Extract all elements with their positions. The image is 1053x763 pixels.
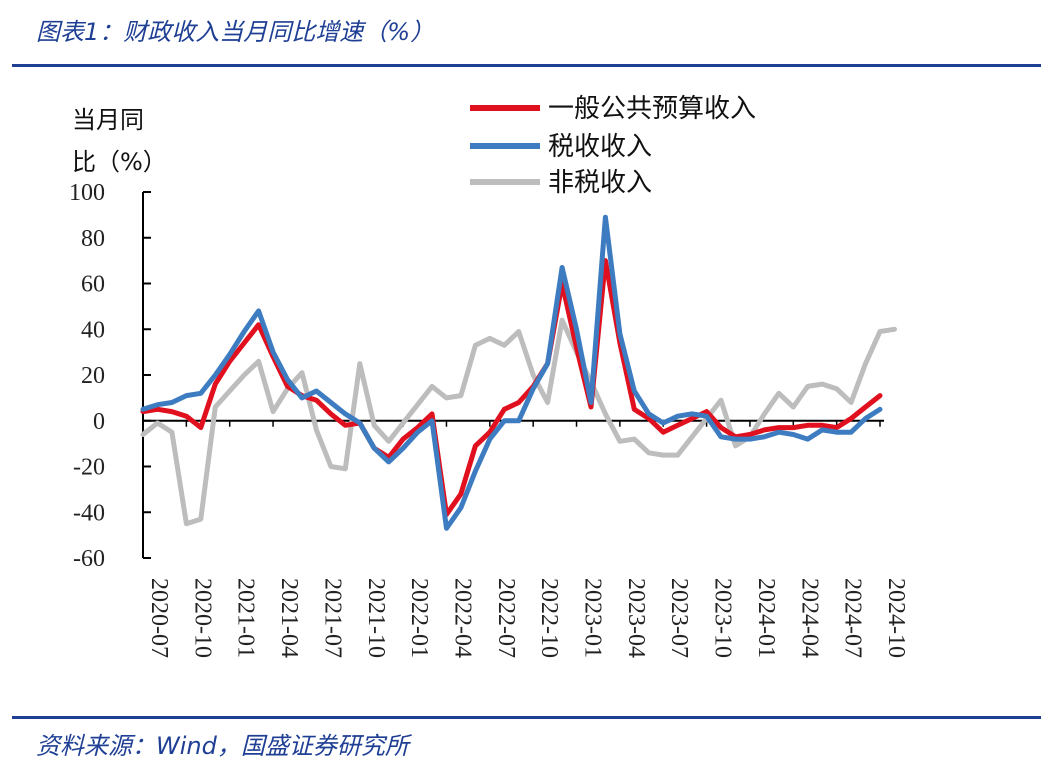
x-tick-label: 2020-10 — [189, 578, 215, 658]
x-tick-label: 2021-04 — [276, 578, 302, 658]
x-tick-label: 2024-04 — [796, 578, 822, 658]
title-divider — [12, 64, 1041, 67]
y-tick-label: 100 — [69, 180, 105, 206]
y-tick-label: -60 — [73, 546, 105, 572]
x-tick-label: 2024-07 — [840, 578, 866, 658]
y-tick-label: -20 — [73, 455, 105, 481]
y-tick-label: 20 — [81, 363, 105, 389]
x-tick-label: 2022-10 — [536, 578, 562, 658]
x-tick-label: 2021-07 — [319, 578, 345, 658]
y-tick-label: 60 — [81, 272, 105, 298]
x-tick-label: 2023-01 — [580, 578, 606, 658]
y-tick-label: 80 — [81, 226, 105, 252]
y-axis-label-line1: 当月同 — [72, 106, 144, 134]
x-tick-label: 2022-01 — [406, 578, 432, 658]
legend-label-3: 非税收入 — [548, 168, 652, 198]
x-tick-label: 2023-04 — [623, 578, 649, 658]
axes: 100 80 60 40 20 0 -20 -40 -60 2020-07 2020-10 2021-… — [69, 180, 909, 658]
series-line-1 — [140, 258, 883, 517]
series-lines — [140, 214, 897, 531]
source-divider — [12, 716, 1041, 719]
x-tick-label: 2024-10 — [883, 578, 909, 658]
x-tick-label: 2021-01 — [233, 578, 259, 658]
source-note: 资料来源：Wind，国盛证券研究所 — [36, 732, 409, 760]
y-tick-label: 40 — [81, 317, 105, 343]
x-tick-label: 2022-04 — [449, 578, 475, 658]
y-axis-label-line2: 比（%） — [72, 148, 167, 176]
x-tick-label: 2020-07 — [146, 578, 172, 658]
y-tick-label: 0 — [93, 409, 105, 435]
chart-title: 图表1：财政收入当月同比增速（%） — [36, 18, 435, 46]
series-line-3 — [140, 317, 897, 527]
x-tick-label: 2024-01 — [753, 578, 779, 658]
x-tick-label: 2023-10 — [710, 578, 736, 658]
y-tick-label: -40 — [73, 500, 105, 526]
x-tick-label: 2021-10 — [363, 578, 389, 658]
x-tick-label: 2023-07 — [666, 578, 692, 658]
legend-label-1: 一般公共预算收入 — [548, 94, 756, 124]
legend-label-2: 税收收入 — [548, 132, 652, 162]
x-tick-label: 2022-07 — [493, 578, 519, 658]
series-line-2 — [140, 214, 883, 531]
